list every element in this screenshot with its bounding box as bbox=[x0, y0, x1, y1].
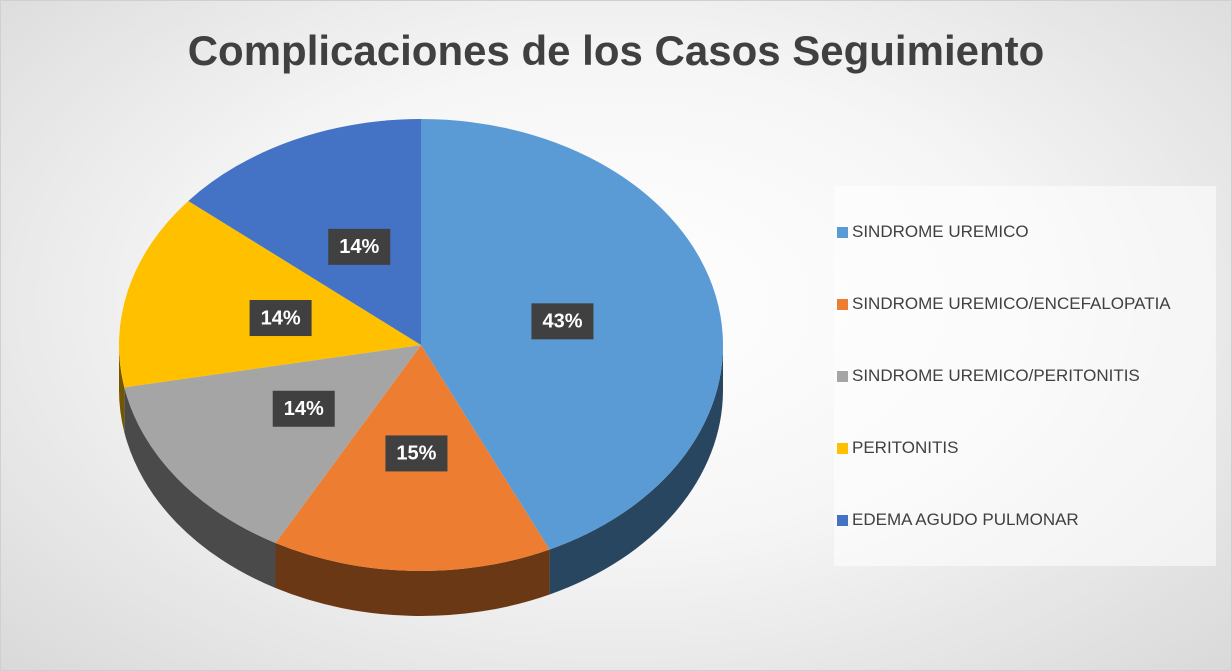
legend-item: SINDROME UREMICO bbox=[834, 217, 1216, 247]
data-label-box bbox=[249, 300, 312, 337]
data-label: 43% bbox=[542, 311, 582, 333]
data-label: 14% bbox=[339, 236, 379, 258]
data-label-box bbox=[272, 390, 335, 427]
legend-swatch bbox=[837, 371, 848, 382]
data-label: 14% bbox=[261, 307, 301, 329]
legend-label: SINDROME UREMICO/ENCEFALOPATIA bbox=[852, 294, 1171, 313]
data-label: 14% bbox=[284, 398, 324, 420]
data-label: 15% bbox=[396, 443, 436, 465]
legend-item: SINDROME UREMICO/PERITONITIS bbox=[834, 361, 1216, 391]
legend-swatch bbox=[837, 443, 848, 454]
legend-label: PERITONITIS bbox=[852, 438, 959, 457]
legend-item: PERITONITIS bbox=[834, 433, 1216, 463]
slice-side bbox=[275, 543, 550, 616]
legend-label: SINDROME UREMICO/PERITONITIS bbox=[852, 366, 1140, 385]
legend-swatch bbox=[837, 227, 848, 238]
legend-label: EDEMA AGUDO PULMONAR bbox=[852, 510, 1079, 529]
chart-title: Complicaciones de los Casos Seguimiento bbox=[187, 27, 1045, 74]
slice-side bbox=[124, 387, 276, 589]
legend-swatch bbox=[837, 299, 848, 310]
data-label-box bbox=[328, 228, 391, 265]
data-label-box bbox=[385, 435, 448, 472]
data-label-box bbox=[531, 303, 594, 340]
slice bbox=[124, 345, 422, 544]
slice-side bbox=[119, 345, 125, 433]
legend-item: EDEMA AGUDO PULMONAR bbox=[834, 505, 1216, 535]
slice bbox=[188, 119, 421, 345]
legend-item: SINDROME UREMICO/ENCEFALOPATIA bbox=[834, 289, 1216, 319]
legend-label: SINDROME UREMICO bbox=[852, 222, 1029, 241]
slice-side bbox=[549, 345, 723, 595]
legend-swatch bbox=[837, 515, 848, 526]
slice bbox=[119, 200, 421, 388]
legend: SINDROME UREMICO SINDROME UREMICO/ENCEFAL… bbox=[834, 186, 1216, 566]
